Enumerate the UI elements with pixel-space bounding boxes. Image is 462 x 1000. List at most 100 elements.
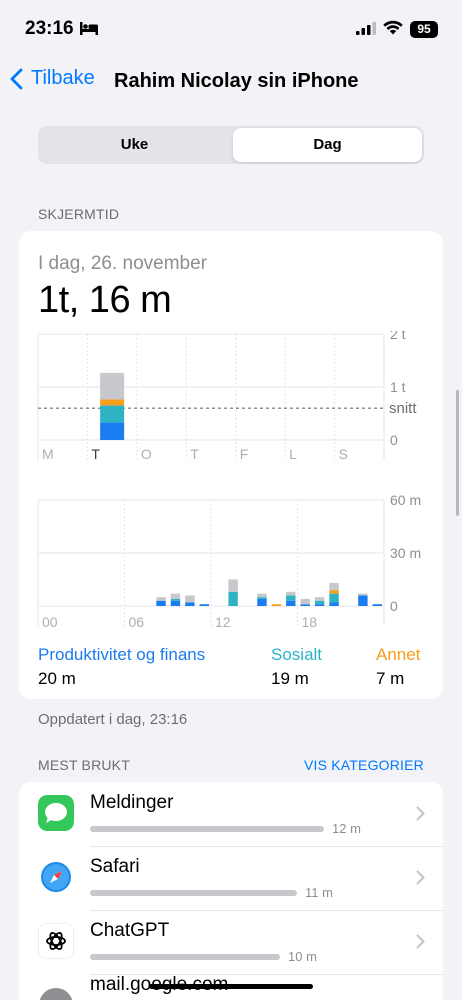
usage-time: 10 m — [288, 949, 317, 964]
bar-segment — [314, 604, 325, 606]
chevron-right-icon — [416, 870, 425, 885]
x-tick-label: 00 — [42, 614, 58, 628]
x-tick-label: M — [42, 446, 54, 462]
bar-segment — [314, 597, 325, 601]
home-indicator[interactable] — [149, 984, 313, 989]
x-tick-label: T — [190, 446, 199, 462]
page-title: Rahim Nicolay sin iPhone — [114, 70, 359, 92]
bar-segment — [358, 593, 368, 596]
battery-indicator: 95 — [410, 21, 438, 38]
scroll-indicator — [456, 390, 459, 516]
section-label-most-used: MEST BRUKT — [38, 757, 130, 773]
bar-segment — [185, 602, 195, 606]
chatgpt-icon — [38, 923, 74, 959]
bar-segment — [286, 600, 296, 606]
usage-bar — [90, 954, 280, 960]
category-productivity-value: 20 m — [38, 669, 76, 688]
bar-segment — [372, 604, 382, 606]
divider — [90, 910, 443, 911]
bar-segment — [100, 399, 125, 406]
bar-segment — [257, 598, 267, 606]
app-name: ChatGPT — [90, 920, 170, 941]
list-item-safari[interactable]: Safari 11 m — [19, 846, 443, 910]
category-other-value: 7 m — [376, 669, 405, 688]
tab-week[interactable]: Uke — [120, 136, 149, 153]
status-bar: 23:16 95 — [0, 0, 462, 58]
bar-segment — [257, 593, 267, 598]
total-screen-time: 1t, 16 m — [38, 279, 172, 321]
wifi-icon — [383, 20, 403, 35]
bar-segment — [300, 604, 310, 606]
x-tick-label: T — [91, 446, 100, 462]
tab-day[interactable]: Dag — [233, 128, 422, 162]
safari-icon — [38, 859, 74, 895]
website-icon — [39, 988, 73, 1000]
app-name: Safari — [90, 856, 140, 877]
category-social-label: Sosialt — [271, 645, 323, 664]
sleep-focus-icon — [80, 22, 98, 35]
usage-time: 11 m — [305, 885, 333, 900]
usage-bar — [90, 890, 297, 896]
usage-time: 12 m — [332, 821, 361, 836]
cellular-signal-icon — [356, 22, 376, 35]
y-tick-label: 2 t — [390, 331, 406, 342]
usage-bar — [90, 826, 324, 832]
bar-segment — [286, 591, 296, 596]
back-label: Tilbake — [31, 67, 95, 89]
bar-segment — [199, 604, 209, 606]
x-tick-label: L — [289, 446, 297, 462]
period-segmented-control: Uke Dag — [38, 126, 424, 164]
bar-segment — [271, 604, 282, 606]
back-button[interactable]: Tilbake — [10, 67, 95, 90]
list-item-chatgpt[interactable]: ChatGPT 10 m — [19, 910, 443, 974]
bar-segment — [314, 600, 325, 605]
average-label: snitt — [389, 400, 417, 417]
bar-segment — [156, 600, 166, 606]
chevron-left-icon — [10, 68, 23, 89]
divider — [90, 846, 443, 847]
bar-segment — [100, 422, 125, 440]
category-social-value: 19 m — [271, 669, 309, 688]
bar-segment — [170, 598, 181, 601]
category-other-label: Annet — [376, 645, 421, 664]
bar-segment — [329, 590, 339, 594]
chevron-right-icon — [416, 934, 425, 949]
bar-segment — [170, 600, 181, 606]
bar-segment — [170, 593, 181, 599]
bar-segment — [156, 597, 166, 601]
x-tick-label: O — [141, 446, 152, 462]
y-tick-label: 30 m — [390, 545, 421, 561]
y-tick-label: 0 — [390, 598, 398, 614]
messages-icon — [38, 795, 74, 831]
bar-segment — [100, 372, 125, 400]
x-tick-label: 12 — [215, 614, 231, 628]
bar-segment — [286, 595, 296, 601]
bar-segment — [257, 597, 267, 599]
section-label-screen-time: SKJERMTID — [38, 206, 120, 222]
show-categories-button[interactable]: VIS KATEGORIER — [303, 757, 424, 773]
x-tick-label: S — [339, 446, 348, 462]
bar-segment — [300, 598, 310, 605]
y-tick-label: 60 m — [390, 493, 421, 508]
bar-segment — [228, 579, 238, 592]
category-productivity-label: Produktivitet og finans — [38, 645, 206, 664]
bar-segment — [228, 591, 238, 606]
bar-segment — [329, 593, 339, 603]
bar-segment — [185, 595, 195, 603]
navigation-bar: Tilbake Rahim Nicolay sin iPhone — [0, 62, 462, 102]
bar-segment — [329, 602, 339, 606]
updated-timestamp: Oppdatert i dag, 23:16 — [38, 711, 188, 728]
app-name: Meldinger — [90, 792, 174, 813]
bar-segment — [329, 583, 339, 591]
screen-time-card: I dag, 26. november 1t, 16 m 2 t 1 t 0 snit… — [19, 231, 443, 699]
divider — [90, 974, 443, 975]
x-tick-label: 06 — [129, 614, 145, 628]
weekly-chart[interactable]: 2 t 1 t 0 snitt M T O T F L S — [19, 331, 443, 471]
y-tick-label: 1 t — [390, 379, 406, 395]
bar-segment — [100, 405, 125, 423]
most-used-list: Meldinger 12 m Safari 11 m ChatGPT — [19, 782, 443, 1000]
list-item-messages[interactable]: Meldinger 12 m — [19, 782, 443, 846]
x-tick-label: F — [240, 446, 249, 462]
x-tick-label: 18 — [302, 614, 318, 628]
